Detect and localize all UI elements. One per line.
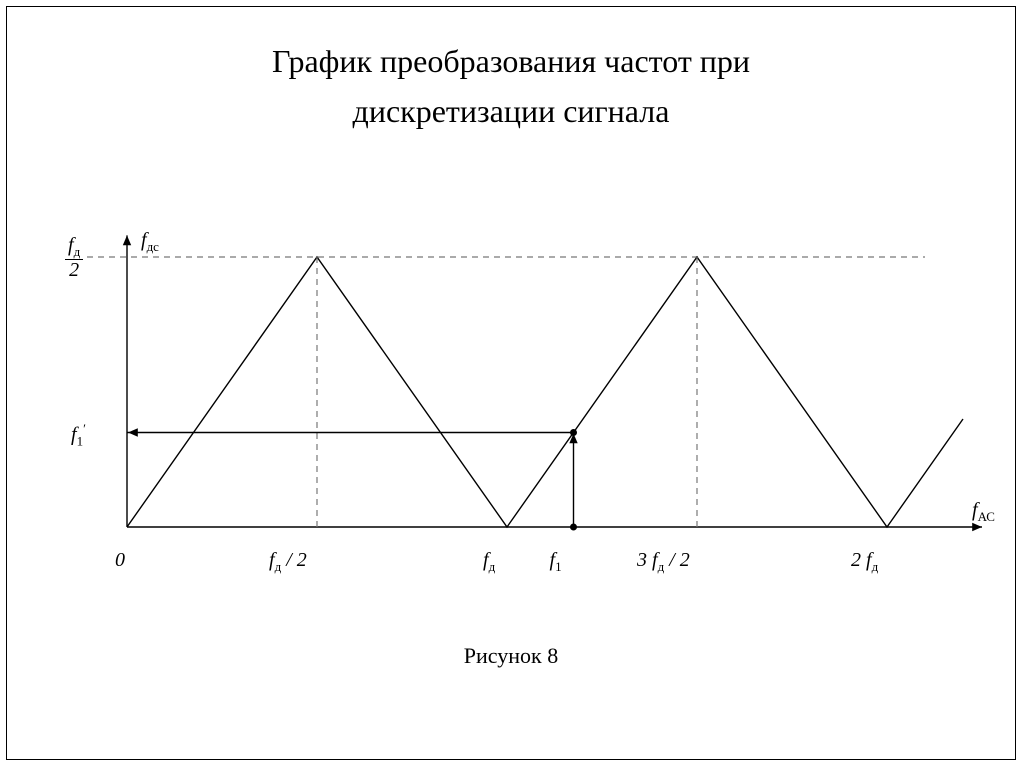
- figure-caption: Рисунок 8: [7, 643, 1015, 669]
- frequency-folding-chart: fдсfд2f1′fАС0fд / 2fд3 fд / 22 fдf1: [47, 217, 987, 617]
- y-axis-label-f1prime: f1′: [71, 421, 86, 450]
- x-axis-label-fas: fАС: [972, 499, 995, 525]
- x-tick-0: 0: [115, 549, 125, 572]
- title-line-1: График преобразования частот при: [272, 43, 750, 79]
- x-tick-f-: fд: [483, 549, 495, 575]
- chart-svg: [47, 217, 987, 617]
- y-axis-label-fd-over-2: fд2: [65, 235, 83, 281]
- y-axis-label-fds: fдс: [141, 229, 159, 255]
- page-title: График преобразования частот при дискрет…: [7, 37, 1015, 136]
- x-tick-f-2: fд / 2: [269, 549, 307, 575]
- page-frame: График преобразования частот при дискрет…: [6, 6, 1016, 760]
- x-tick-3-f-2: 3 fд / 2: [637, 549, 690, 575]
- title-line-2: дискретизации сигнала: [353, 93, 670, 129]
- x-tick-2-f-: 2 fд: [851, 549, 878, 575]
- x-tick-f-1: f1: [550, 549, 562, 575]
